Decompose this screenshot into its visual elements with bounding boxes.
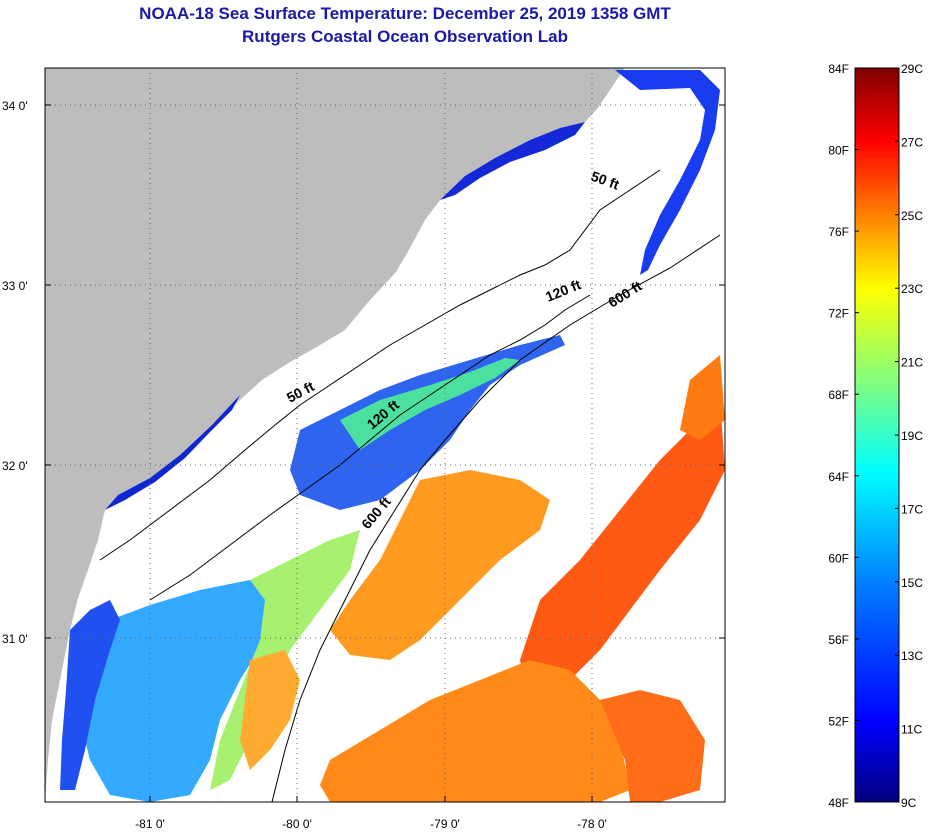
warm-water-east xyxy=(520,400,725,700)
colorbar-c-label: 15C xyxy=(901,576,923,590)
colorbar-c-label: 29C xyxy=(901,62,923,76)
colorbar-f-label: 84F xyxy=(828,62,849,76)
colorbar-f-label: 64F xyxy=(828,470,849,484)
colorbar-c-label: 23C xyxy=(901,282,923,296)
lat-label-31: 31 0' xyxy=(2,632,28,646)
colorbar-c-label: 25C xyxy=(901,209,923,223)
lon-label-79: -79 0' xyxy=(430,817,460,831)
colorbar-c-label: 17C xyxy=(901,502,923,516)
colorbar-f-label: 76F xyxy=(828,225,849,239)
colorbar-f-label: 60F xyxy=(828,551,849,565)
graticule xyxy=(45,68,725,802)
map-frame xyxy=(44,67,726,803)
lat-label-34: 34 0' xyxy=(2,99,28,113)
midshelf-cold-patch xyxy=(290,335,565,510)
depth-contour-600ft xyxy=(271,234,721,802)
map-subtitle: Rutgers Coastal Ocean Observation Lab xyxy=(242,27,568,46)
land-mass xyxy=(45,68,625,802)
colorbar-c-label: 9C xyxy=(901,796,917,810)
colorbar-c-label: 13C xyxy=(901,649,923,663)
axis-ticks xyxy=(45,104,725,802)
map-title: NOAA-18 Sea Surface Temperature: Decembe… xyxy=(139,4,671,23)
colorbar-c-label: 11C xyxy=(901,723,922,737)
lon-label-80: -80 0' xyxy=(282,817,312,831)
coastal-cold-water-south xyxy=(105,395,240,510)
coastal-cold-water-north xyxy=(440,122,585,200)
warm-water-central xyxy=(330,470,550,660)
lat-label-32: 32 0' xyxy=(2,459,28,473)
colorbar-f-label: 52F xyxy=(828,714,849,728)
colorbar-f-label: 72F xyxy=(828,307,849,321)
warm-water-inner xyxy=(240,650,300,770)
colorbar-c-label: 21C xyxy=(901,356,923,370)
colorbar-f-label: 80F xyxy=(828,144,849,158)
colorbar-labels: 84F 80F 76F 72F 68F 64F 60F 56F 52F 48F 29C 27C 25C 2… xyxy=(828,62,923,810)
warm-water-south-east xyxy=(600,690,705,802)
colorbar-f-label: 68F xyxy=(828,388,849,402)
lon-label-78: -78 0' xyxy=(577,817,607,831)
depth-contour-50ft xyxy=(99,169,661,561)
colorbar-c-label: 19C xyxy=(901,429,923,443)
warm-water-ne-edge xyxy=(680,355,725,440)
coastal-cold-water-ne xyxy=(615,70,720,275)
temperature-colorbar xyxy=(854,67,900,803)
lon-label-81: -81 0' xyxy=(135,817,165,831)
depth-contour-120ft xyxy=(149,294,591,601)
colorbar-c-label: 27C xyxy=(901,135,923,149)
colorbar-f-label: 48F xyxy=(828,796,849,810)
colorbar-f-label: 56F xyxy=(828,633,849,647)
southwest-cool-water xyxy=(80,580,275,802)
lat-label-33: 33 0' xyxy=(2,279,28,293)
warm-water-south xyxy=(320,660,630,802)
map-area xyxy=(45,68,725,802)
western-coastal-band xyxy=(60,600,120,790)
